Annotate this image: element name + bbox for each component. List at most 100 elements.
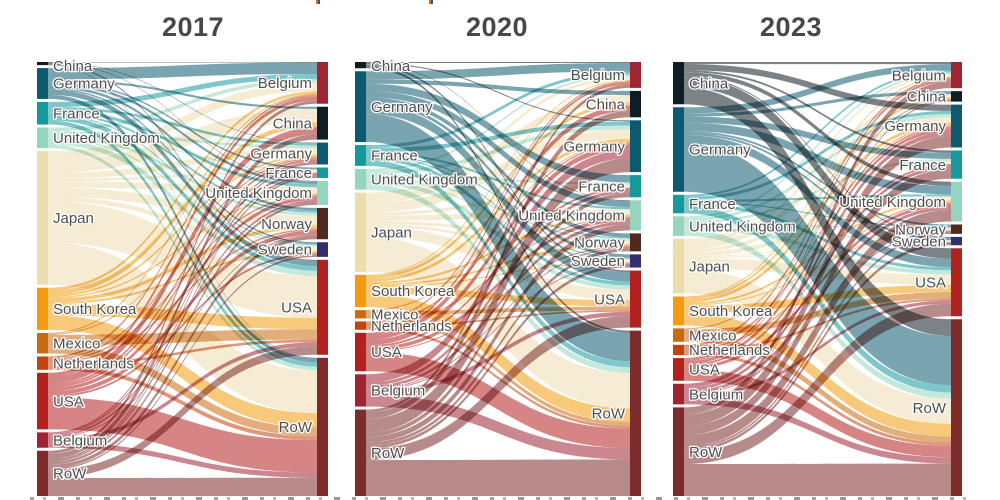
flow-South Korea-to-China: [684, 97, 951, 300]
node-label-left-China: China: [53, 58, 93, 75]
node-label-right-RoW: RoW: [913, 400, 947, 417]
node-label-left-France: France: [53, 105, 100, 122]
node-left-Mexico: [37, 332, 48, 354]
flow-RoW-to-China: [684, 100, 951, 415]
node-label-left-Germany: Germany: [53, 76, 115, 93]
flow-France-to-USA: [684, 203, 951, 271]
node-label-right-China: China: [273, 115, 313, 132]
flow-Mexico-to-USA: [684, 292, 951, 336]
cropped-text-artifact-top: [429, 0, 433, 4]
flow-Japan-to-Belgium: [684, 74, 951, 241]
node-right-China: [630, 90, 641, 118]
flow-Netherlands-to-Belgium: [684, 77, 951, 347]
node-right-Norway: [951, 224, 962, 234]
node-right-Norway: [630, 233, 641, 252]
flow-Belgium-to-USA: [684, 300, 951, 399]
flow-South Korea-to-Sweden: [366, 262, 630, 288]
flow-France-to-Norway: [366, 154, 630, 239]
node-left-China: [355, 62, 366, 69]
node-label-left-RoW: RoW: [689, 444, 723, 461]
flow-United Kingdom-to-Belgium: [684, 72, 951, 219]
flow-Japan-to-Belgium: [48, 82, 317, 160]
flow-South Korea-to-United Kingdom: [684, 200, 951, 305]
node-bars-2023: [673, 62, 962, 496]
node-left-Japan: [37, 151, 48, 285]
flow-Japan-to-Germany: [366, 129, 630, 213]
flow-United Kingdom-to-France: [366, 174, 630, 185]
flow-United Kingdom-to-Sweden: [366, 178, 630, 260]
node-left-China: [37, 62, 48, 66]
node-label-left-Japan: Japan: [53, 210, 94, 227]
flow-Japan-to-China: [366, 95, 630, 204]
cropped-text-artifact-top: [316, 0, 320, 4]
flow-Netherlands-to-United Kingdom: [366, 216, 630, 326]
flow-Germany-to-Belgium: [684, 64, 951, 114]
flow-Belgium-to-France: [48, 174, 317, 436]
flow-RoW-to-Sweden: [684, 242, 951, 452]
flow-RoW-to-RoW: [48, 477, 317, 496]
node-right-USA: [317, 259, 328, 355]
flow-Germany-to-Norway: [684, 130, 951, 227]
node-label-left-Germany: Germany: [371, 99, 433, 116]
node-label-left-South Korea: South Korea: [53, 301, 137, 318]
node-label-left-Mexico: Mexico: [53, 335, 101, 352]
node-left-Belgium: [673, 383, 684, 405]
node-left-RoW: [355, 409, 366, 496]
node-label-right-Germany: Germany: [250, 146, 312, 163]
node-label-left-Netherlands: Netherlands: [689, 342, 770, 359]
flow-United Kingdom-to-France: [48, 133, 317, 171]
flow-China-to-Belgium: [48, 62, 317, 63]
flow-Belgium-to-USA: [48, 342, 317, 443]
flow-RoW-to-Belgium: [366, 84, 630, 413]
node-right-Norway: [317, 207, 328, 240]
flow-South Korea-to-China: [366, 102, 630, 279]
year-title-2023: 2023: [759, 12, 823, 42]
node-left-Mexico: [355, 310, 366, 319]
node-label-left-RoW: RoW: [53, 466, 87, 483]
flow-United Kingdom-to-USA: [366, 179, 630, 290]
node-bars-2017: [37, 62, 328, 496]
flow-Netherlands-to-RoW: [684, 351, 951, 446]
node-right-USA: [951, 248, 962, 317]
node-left-USA: [37, 372, 48, 430]
flow-Belgium-to-France: [366, 189, 630, 386]
flow-France-to-United Kingdom: [366, 152, 630, 210]
node-right-France: [951, 150, 962, 179]
flow-RoW-to-France: [48, 176, 317, 463]
flow-Germany-to-China: [684, 91, 951, 117]
node-label-left-USA: USA: [371, 344, 402, 361]
node-right-China: [951, 91, 962, 102]
flow-South Korea-to-Belgium: [684, 76, 951, 298]
flow-United Kingdom-to-Belgium: [366, 74, 630, 171]
flow-Mexico-to-RoW: [366, 314, 630, 426]
flow-Netherlands-to-Germany: [366, 143, 630, 325]
node-label-right-USA: USA: [281, 300, 312, 317]
flow-RoW-to-Norway: [684, 231, 951, 449]
flow-ribbons-2017: [48, 62, 317, 496]
flow-RoW-to-Sweden: [366, 264, 630, 449]
node-right-Germany: [317, 142, 328, 165]
node-left-Netherlands: [355, 321, 366, 330]
flow-China-to-Belgium: [366, 62, 630, 64]
flow-RoW-to-Germany: [366, 158, 630, 433]
node-left-China: [673, 62, 684, 105]
flow-USA-to-RoW: [684, 369, 951, 458]
flow-Mexico-to-Germany: [48, 156, 317, 335]
flow-Mexico-to-Belgium: [48, 93, 317, 334]
node-label-left-Belgium: Belgium: [371, 383, 425, 400]
flow-ribbons-2020: [366, 62, 630, 496]
flow-USA-to-China: [684, 99, 951, 362]
flow-Japan-to-France: [366, 184, 630, 216]
node-label-right-RoW: RoW: [592, 406, 626, 423]
node-left-Japan: [673, 238, 684, 294]
flow-Germany-to-United Kingdom: [48, 82, 317, 185]
flow-Germany-to-Sweden: [684, 133, 951, 241]
node-label-right-Norway: Norway: [261, 216, 312, 233]
flow-USA-to-Belgium: [366, 82, 630, 335]
node-right-Sweden: [951, 236, 962, 246]
flow-Japan-to-RoW: [366, 236, 630, 409]
node-left-RoW: [37, 450, 48, 496]
flow-USA-to-France: [48, 172, 317, 388]
